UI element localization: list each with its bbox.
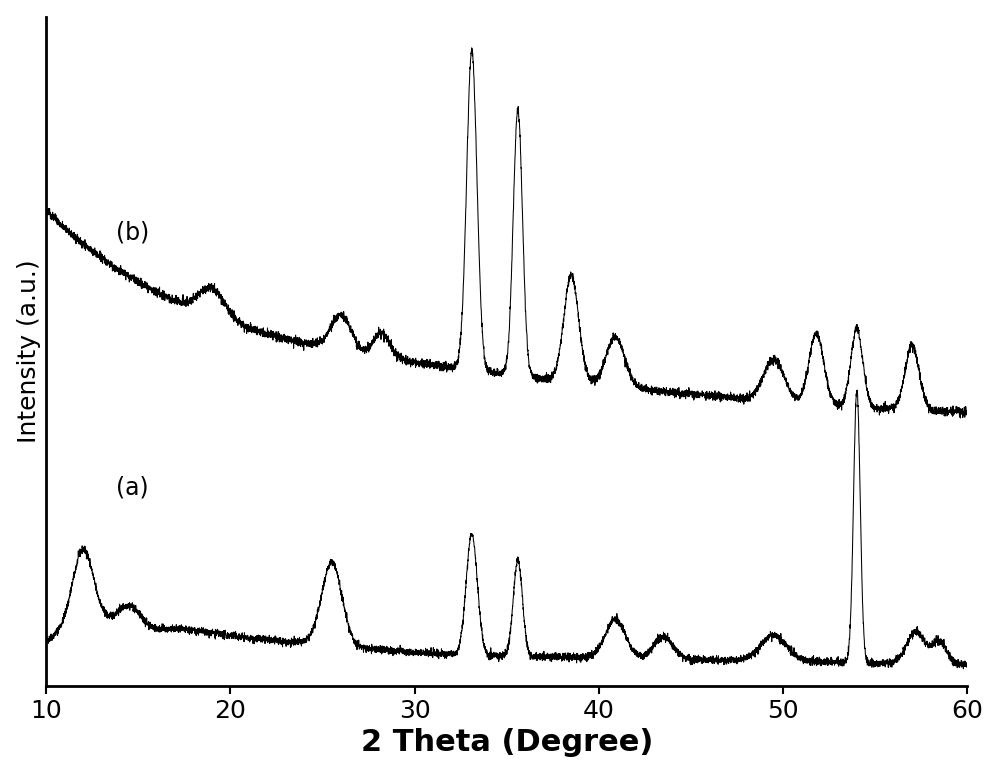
Text: (a): (a) — [116, 475, 149, 499]
X-axis label: 2 Theta (Degree): 2 Theta (Degree) — [361, 728, 653, 757]
Text: (b): (b) — [116, 221, 149, 245]
Y-axis label: Intensity (a.u.): Intensity (a.u.) — [17, 259, 41, 443]
